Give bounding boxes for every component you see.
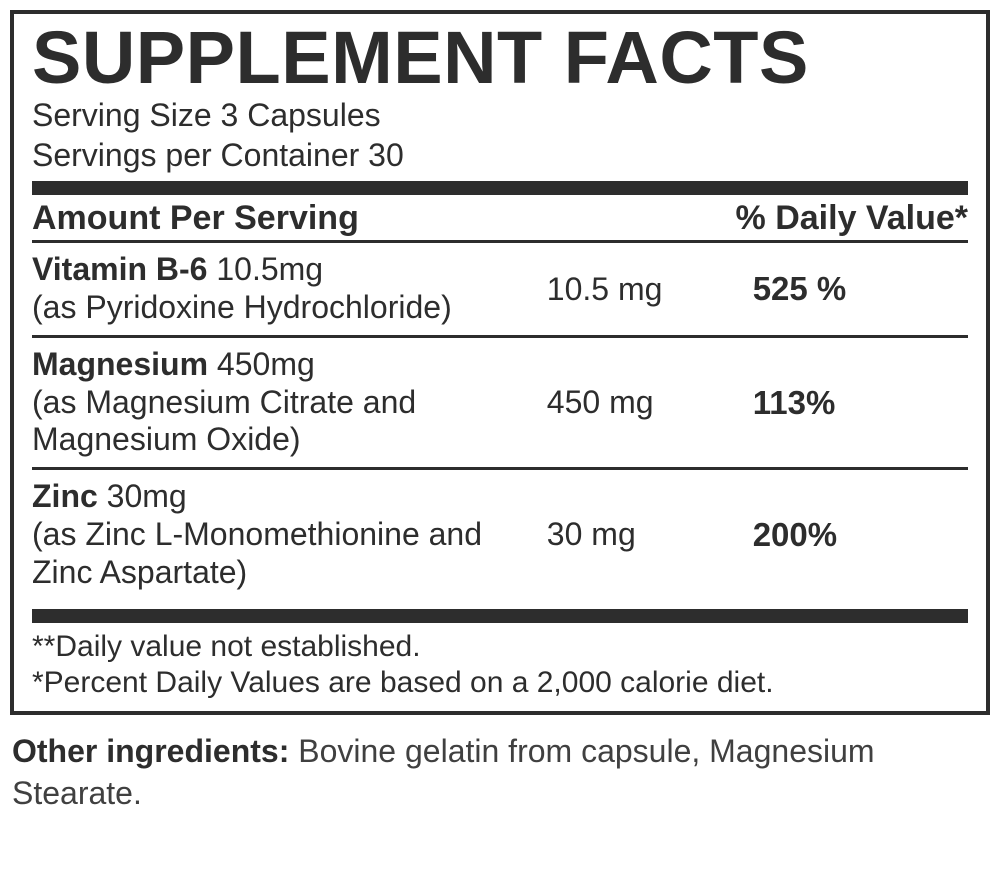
header-daily-value: % Daily Value* bbox=[736, 199, 968, 238]
supplement-facts-panel: SUPPLEMENT FACTS Serving Size 3 Capsules… bbox=[10, 10, 990, 715]
nutrient-amount: 30 mg bbox=[547, 516, 753, 553]
nutrient-amount: 10.5 mg bbox=[547, 271, 753, 308]
nutrient-dv: 525 % bbox=[753, 270, 968, 308]
nutrient-name: Zinc 30mg (as Zinc L-Monomethionine and … bbox=[32, 478, 547, 591]
footnote-line: *Percent Daily Values are based on a 2,0… bbox=[32, 665, 968, 701]
nutrient-dv: 113% bbox=[753, 384, 968, 422]
footnote-line: **Daily value not established. bbox=[32, 629, 968, 665]
other-ingredients-label: Other ingredients: bbox=[12, 733, 289, 769]
table-header: Amount Per Serving % Daily Value* bbox=[32, 199, 968, 238]
table-row: Vitamin B-6 10.5mg (as Pyridoxine Hydroc… bbox=[32, 240, 968, 335]
servings-per-container: Servings per Container 30 bbox=[32, 135, 968, 175]
header-amount-per-serving: Amount Per Serving bbox=[32, 199, 359, 238]
table-row: Zinc 30mg (as Zinc L-Monomethionine and … bbox=[32, 467, 968, 599]
table-row: Magnesium 450mg (as Magnesium Citrate an… bbox=[32, 335, 968, 467]
other-ingredients: Other ingredients: Bovine gelatin from c… bbox=[12, 731, 988, 814]
divider-bar bbox=[32, 609, 968, 623]
footnotes: **Daily value not established. *Percent … bbox=[32, 627, 968, 701]
nutrient-dv: 200% bbox=[753, 516, 968, 554]
divider-bar bbox=[32, 181, 968, 195]
serving-size: Serving Size 3 Capsules bbox=[32, 95, 968, 135]
nutrient-name: Magnesium 450mg (as Magnesium Citrate an… bbox=[32, 346, 547, 459]
nutrient-name: Vitamin B-6 10.5mg (as Pyridoxine Hydroc… bbox=[32, 251, 547, 327]
nutrient-amount: 450 mg bbox=[547, 384, 753, 421]
panel-title: SUPPLEMENT FACTS bbox=[32, 20, 968, 95]
